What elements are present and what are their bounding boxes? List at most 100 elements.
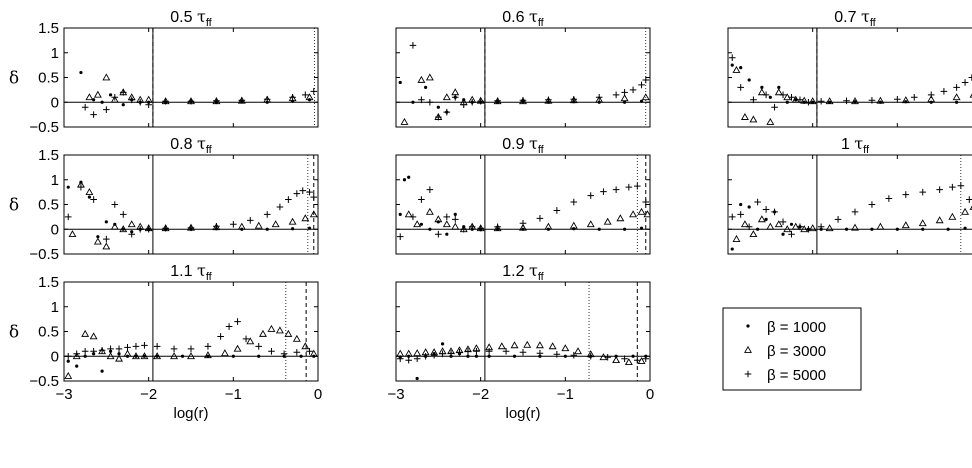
panel-title: 1 τff — [841, 134, 870, 156]
point-plus — [771, 208, 778, 216]
point-triangle — [586, 220, 595, 228]
point-dot — [66, 359, 70, 363]
point-plus — [145, 225, 152, 233]
panel-title: 0.5 τff — [170, 7, 212, 29]
axes-frame — [63, 281, 319, 382]
point-triangle — [127, 220, 136, 228]
point-triangle — [548, 342, 557, 350]
point-plus — [553, 350, 561, 358]
point-plus — [936, 186, 943, 193]
point-plus — [545, 96, 552, 104]
series-dot — [66, 349, 316, 373]
y-tick-label: 1.5 — [38, 20, 59, 37]
point-plus — [187, 345, 195, 353]
point-plus — [409, 42, 417, 49]
y-axis-label: δ — [9, 69, 19, 89]
point-triangle — [72, 352, 81, 360]
point-plus — [136, 98, 144, 106]
panel-7: 1.1 τff −3 −2 −1 0 −0.5 0 0.5 1 1.5 δ log(r) — [9, 261, 322, 422]
point-plus — [553, 207, 561, 214]
point-triangle — [808, 224, 817, 232]
point-dot — [299, 354, 303, 358]
point-triangle — [233, 344, 242, 352]
point-plus — [468, 98, 476, 106]
point-dot — [764, 217, 768, 221]
tau-symbol: τ — [854, 134, 863, 153]
point-dot — [895, 227, 899, 231]
x-tick-label: −2 — [140, 386, 157, 403]
y-axis-label: δ — [9, 196, 19, 216]
point-plus — [902, 191, 910, 198]
point-triangle — [106, 352, 115, 360]
point-dot — [100, 369, 104, 373]
y-tick-label: 1 — [51, 299, 59, 316]
point-plus — [435, 113, 442, 121]
point-plus — [230, 221, 237, 228]
point-dot — [66, 185, 70, 189]
panel-6: 1 τff — [727, 134, 972, 255]
point-triangle — [749, 115, 758, 123]
legend-label: β = 1000 — [767, 319, 826, 336]
point-plus — [737, 211, 744, 218]
point-triangle — [110, 95, 119, 103]
point-dot — [121, 103, 125, 107]
axes-frame — [63, 27, 319, 128]
x-tick-label: −3 — [55, 386, 72, 403]
point-dot — [777, 85, 781, 89]
point-plus — [595, 94, 603, 101]
point-plus — [570, 95, 578, 103]
point-plus — [625, 183, 633, 191]
point-plus — [81, 348, 89, 355]
point-triangle — [851, 97, 859, 105]
x-tick-label: 0 — [314, 386, 322, 403]
series-dot — [398, 175, 644, 236]
point-dot — [104, 220, 108, 224]
point-plus — [485, 348, 493, 355]
x-tick-label: −1 — [225, 386, 242, 403]
legend-entry: β = 3000 — [744, 343, 826, 360]
point-plus — [430, 351, 438, 359]
point-plus — [953, 84, 960, 91]
point-dot — [946, 227, 950, 231]
point-dot — [121, 227, 125, 231]
point-triangle — [744, 345, 752, 353]
point-triangle — [732, 65, 741, 73]
panel-title-value: 0.7 — [834, 9, 861, 26]
series-triangle — [404, 207, 650, 233]
point-plus — [299, 187, 307, 194]
point-plus — [940, 88, 948, 95]
point-triangle — [519, 97, 527, 105]
tau-subscript: ff — [538, 271, 545, 283]
point-triangle — [749, 230, 758, 238]
plot-area — [396, 282, 650, 381]
point-triangle — [535, 341, 544, 349]
y-tick-label: 0 — [51, 94, 59, 111]
point-plus — [957, 182, 965, 189]
point-plus — [536, 349, 544, 357]
point-triangle — [901, 96, 910, 104]
point-plus — [817, 97, 825, 105]
point-plus — [927, 91, 935, 99]
point-dot — [206, 354, 210, 358]
point-triangle — [935, 216, 944, 224]
point-plus — [642, 198, 650, 206]
point-triangle — [574, 347, 583, 355]
tau-subscript: ff — [538, 17, 545, 29]
point-plus — [405, 356, 412, 364]
point-triangle — [757, 88, 766, 96]
point-dot — [440, 342, 445, 346]
point-triangle — [851, 223, 859, 231]
point-triangle — [292, 334, 301, 342]
point-dot — [398, 80, 402, 85]
point-triangle — [732, 235, 741, 243]
point-plus — [868, 96, 876, 104]
point-plus — [805, 225, 812, 233]
point-dot — [134, 354, 138, 358]
point-plus — [477, 224, 484, 232]
point-plus — [587, 192, 595, 199]
tau-subscript: ff — [870, 17, 877, 29]
x-tick-label: −2 — [472, 386, 489, 403]
axes-frame — [395, 154, 651, 255]
point-plus — [115, 345, 123, 353]
series-triangle — [396, 340, 646, 366]
